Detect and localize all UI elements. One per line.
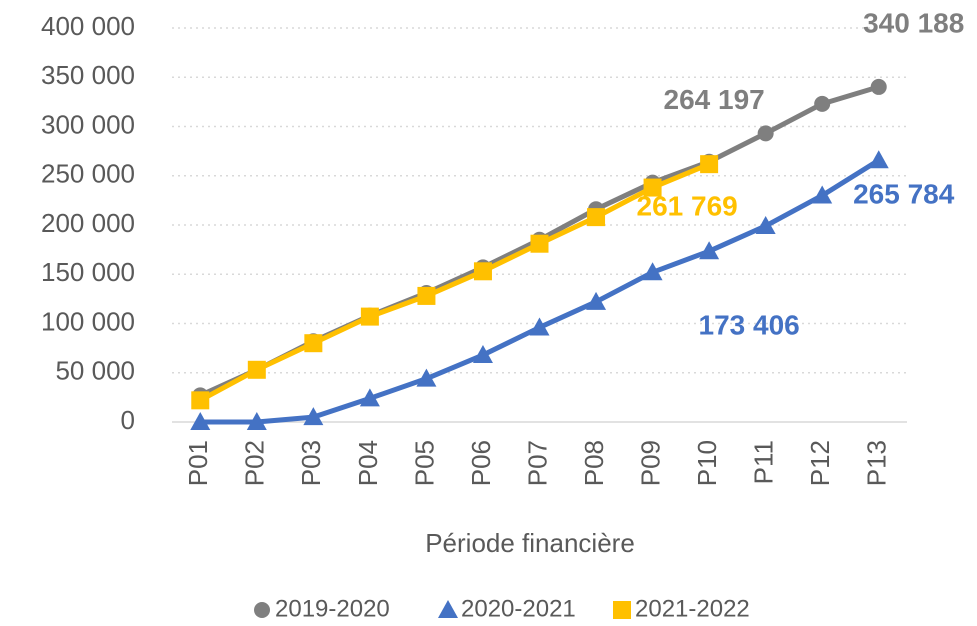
- data-point: [472, 345, 493, 364]
- data-point: [473, 262, 492, 281]
- data-point: [529, 317, 550, 336]
- data-point: [642, 262, 663, 281]
- legend-marker: [613, 601, 631, 619]
- x-tick-label: P02: [240, 440, 270, 486]
- data-point: [587, 208, 606, 227]
- y-tick-label: 150 000: [41, 257, 135, 287]
- data-point: [586, 291, 607, 310]
- data-point: [416, 368, 437, 387]
- data-point: [700, 155, 719, 174]
- data-point: [643, 178, 662, 197]
- legend-label: 2020-2021: [461, 595, 576, 622]
- data-label: 261 769: [637, 191, 738, 222]
- series: 261 769: [191, 155, 738, 410]
- data-point: [530, 234, 549, 253]
- legend-marker: [438, 600, 458, 618]
- x-axis-title: Période financière: [425, 528, 635, 558]
- x-tick-label: P09: [635, 440, 665, 486]
- data-label: 340 188: [863, 7, 964, 38]
- data-point: [755, 215, 776, 234]
- x-tick-label: P04: [353, 440, 383, 486]
- data-label: 264 197: [664, 84, 765, 115]
- data-point: [247, 360, 266, 379]
- data-label: 265 784: [853, 179, 955, 210]
- y-tick-label: 100 000: [41, 306, 135, 336]
- data-point: [870, 78, 887, 95]
- x-tick-label: P01: [183, 440, 213, 486]
- legend-label: 2019-2020: [275, 595, 390, 622]
- data-point: [812, 185, 833, 204]
- x-tick-label: P08: [579, 440, 609, 486]
- y-tick-label: 400 000: [41, 11, 135, 41]
- data-point: [814, 95, 831, 112]
- y-tick-label: 0: [121, 405, 135, 435]
- legend-marker: [254, 602, 270, 618]
- y-tick-label: 300 000: [41, 109, 135, 139]
- data-point: [699, 241, 720, 260]
- series: 173 406 265 784: [190, 150, 955, 430]
- series-line: [200, 158, 881, 425]
- y-tick-label: 350 000: [41, 60, 135, 90]
- data-point: [359, 388, 380, 407]
- x-tick-label: P10: [692, 440, 722, 486]
- series-line: [199, 161, 711, 403]
- data-point: [190, 412, 211, 430]
- data-point: [757, 125, 774, 142]
- data-point: [246, 412, 267, 430]
- y-tick-label: 50 000: [55, 356, 135, 386]
- y-tick-label: 250 000: [41, 159, 135, 189]
- x-tick-label: P13: [862, 440, 892, 486]
- x-tick-label: P07: [522, 440, 552, 486]
- y-tick-label: 200 000: [41, 208, 135, 238]
- x-tick-label: P06: [466, 440, 496, 486]
- data-point: [191, 391, 210, 410]
- data-label: 173 406: [699, 310, 800, 341]
- data-point: [304, 334, 323, 353]
- x-tick-label: P11: [749, 440, 779, 484]
- legend-label: 2021-2022: [635, 595, 750, 622]
- x-tick-label: P03: [296, 440, 326, 486]
- data-point: [868, 150, 889, 169]
- x-tick-label: P12: [805, 440, 835, 486]
- data-point: [360, 307, 379, 326]
- data-point: [417, 286, 436, 305]
- data-point: [303, 407, 324, 426]
- x-tick-label: P05: [409, 440, 439, 486]
